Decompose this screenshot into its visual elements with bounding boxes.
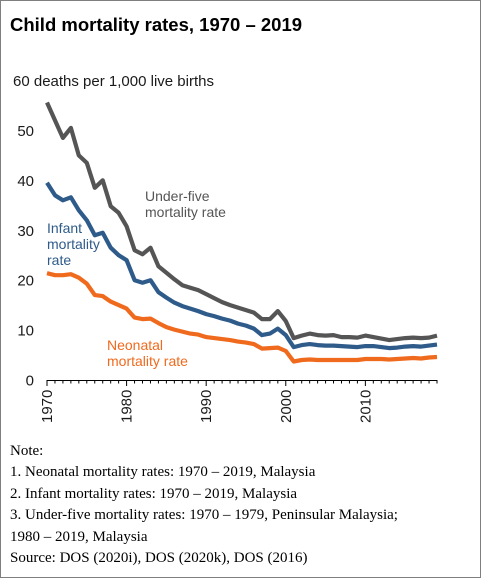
under-five-series-label: mortality rate — [145, 204, 226, 220]
y-tick-label: 40 — [17, 173, 34, 190]
under-five-rate-line — [45, 101, 438, 343]
neonatal-series-label: mortality rate — [107, 353, 188, 369]
notes-block: Note: 1. Neonatal mortality rates: 1970 … — [10, 441, 478, 569]
y-axis-label: 60 deaths per 1,000 live births — [13, 73, 214, 90]
infant-rate-line — [45, 181, 438, 351]
x-tick-label: 2010 — [357, 390, 374, 423]
chart-title: Child mortality rates, 1970 – 2019 — [10, 14, 303, 35]
x-tick-label: 2000 — [278, 390, 295, 423]
note-infant: 2. Infant mortality rates: 1970 – 2019, … — [10, 485, 298, 502]
notes-heading: Note: — [10, 443, 44, 459]
y-tick-label: 10 — [17, 323, 34, 340]
infant-series-label: Infant — [47, 220, 82, 236]
y-tick-label: 30 — [17, 223, 34, 240]
y-tick-label: 20 — [17, 273, 34, 290]
source-line: Source: DOS (2020i), DOS (2020k), DOS (2… — [10, 550, 308, 567]
neonatal-rate-line — [46, 271, 438, 364]
y-tick-label: 0 — [26, 373, 34, 390]
y-tick-label: 50 — [17, 123, 34, 140]
infant-series-label: rate — [47, 252, 71, 268]
note-under-five-continued: 1980 – 2019, Malaysia — [10, 528, 148, 545]
note-neonatal: 1. Neonatal mortality rates: 1970 – 2019… — [10, 464, 316, 481]
under-five-series-label: Under-five — [145, 188, 210, 204]
x-tick-label: 1970 — [39, 390, 56, 423]
x-tick-label: 1990 — [198, 390, 215, 423]
neonatal-series-label: Neonatal — [107, 337, 163, 353]
x-tick-label: 1980 — [119, 390, 136, 423]
chart-plot: 60 deaths per 1,000 live births 0 10 20 30 40… — [13, 73, 438, 423]
infant-series-label: mortality — [47, 236, 100, 252]
note-under-five: 3. Under-five mortality rates: 1970 – 19… — [10, 507, 398, 524]
